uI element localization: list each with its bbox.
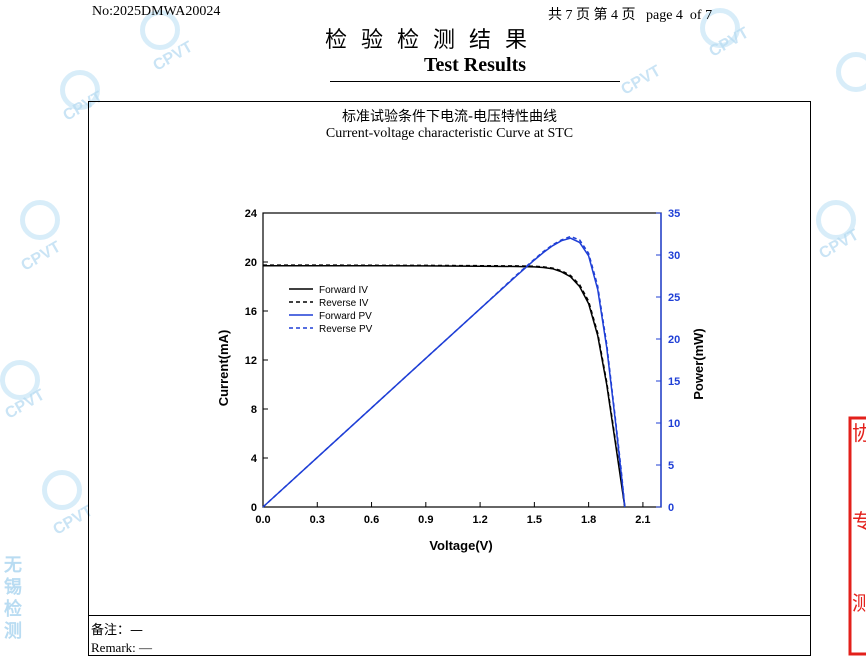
y2-tick-label: 35 — [668, 208, 680, 220]
remark-value-cn: — — [130, 623, 144, 638]
y2-tick-label: 15 — [668, 376, 680, 388]
x-tick-label: 2.1 — [635, 514, 650, 526]
series-line-forward-pv — [262, 237, 626, 508]
x-tick-label: 0.0 — [255, 514, 270, 526]
chart-title-cn: 标准试验条件下电流-电压特性曲线 — [341, 109, 558, 125]
watermark-logo — [20, 200, 60, 240]
watermark-logo — [0, 360, 40, 400]
x-tick-label: 0.3 — [310, 514, 325, 526]
inspection-stamp: 协 专 测 — [848, 416, 866, 656]
watermark-side-text: 无锡检测 — [4, 555, 22, 642]
x-tick-label: 1.2 — [472, 514, 487, 526]
series-line-forward-iv — [263, 264, 626, 508]
watermark-logo — [60, 70, 100, 110]
plot-area: 0.0 0.3 0.6 0.9 1.2 1.5 1.8 2.1 0 4 8 12 16 20 24 0 5 10 1… — [245, 208, 681, 526]
series-line-reverse-pv — [262, 235, 626, 508]
x-tick-label: 0.9 — [418, 514, 433, 526]
y-tick-label: 0 — [251, 502, 257, 514]
x-tick-label: 1.5 — [527, 514, 542, 526]
svg-text:专: 专 — [852, 510, 866, 533]
page-title-cn: 检验检测结果 — [324, 28, 541, 53]
results-frame: 标准试验条件下电流-电压特性曲线 Current-voltage charact… — [88, 101, 811, 656]
watermark-logo — [816, 200, 856, 240]
watermark-text: CPVT — [18, 238, 64, 275]
y2-tick-label: 20 — [668, 334, 680, 346]
y2-tick-label: 10 — [668, 418, 680, 430]
remark-label-en: Remark: — [91, 640, 136, 655]
watermark-logo — [140, 10, 180, 50]
plot-frame — [262, 212, 662, 508]
watermark-logo — [700, 8, 740, 48]
y2-tick-label: 0 — [668, 502, 674, 514]
y2-tick-label: 25 — [668, 292, 680, 304]
y-tick-label: 16 — [245, 306, 257, 318]
watermark-logo — [42, 470, 82, 510]
y2-tick-label: 5 — [668, 460, 674, 472]
page-title-en: Test Results — [423, 54, 527, 76]
x-axis-label: Voltage(V) — [429, 538, 492, 553]
iv-pv-chart: 0.0 0.3 0.6 0.9 1.2 1.5 1.8 2.1 0 4 8 12 16 20 24 0 5 10 1… — [216, 208, 706, 553]
y2-tick-label: 30 — [668, 250, 680, 262]
page-info: 共 7 页 第 4 页 page 4 of 7 — [548, 8, 713, 23]
y-tick-label: 24 — [245, 208, 258, 220]
y-tick-label: 12 — [245, 355, 257, 367]
remark-row-cn: 备注：— — [91, 619, 143, 638]
remark-section: 备注：— Remark: — — [89, 615, 810, 655]
title-underline — [330, 81, 620, 82]
legend-entry: Forward PV — [319, 311, 372, 322]
y-tick-label: 20 — [245, 257, 257, 269]
remark-label-cn: 备注： — [91, 623, 131, 638]
watermark-logo — [836, 52, 866, 92]
x-tick-label: 0.6 — [364, 514, 379, 526]
legend-entry: Reverse PV — [319, 324, 373, 335]
legend-entry: Forward IV — [319, 285, 368, 296]
y2-axis-label: Power(mW) — [691, 328, 706, 400]
remark-value-en: — — [139, 640, 153, 655]
x-tick-label: 1.8 — [581, 514, 596, 526]
y-axis-label: Current(mA) — [216, 330, 231, 407]
y-tick-label: 4 — [251, 453, 258, 465]
svg-text:测: 测 — [852, 592, 866, 615]
legend-entry: Reverse IV — [319, 298, 369, 309]
chart-title-en: Current-voltage characteristic Curve at … — [325, 126, 574, 141]
svg-text:协: 协 — [852, 422, 866, 445]
series-line-reverse-iv — [263, 264, 626, 508]
remark-row-en: Remark: — — [91, 640, 152, 656]
report-number: No:2025DMWA20024 — [92, 4, 221, 19]
y-tick-label: 8 — [251, 404, 257, 416]
